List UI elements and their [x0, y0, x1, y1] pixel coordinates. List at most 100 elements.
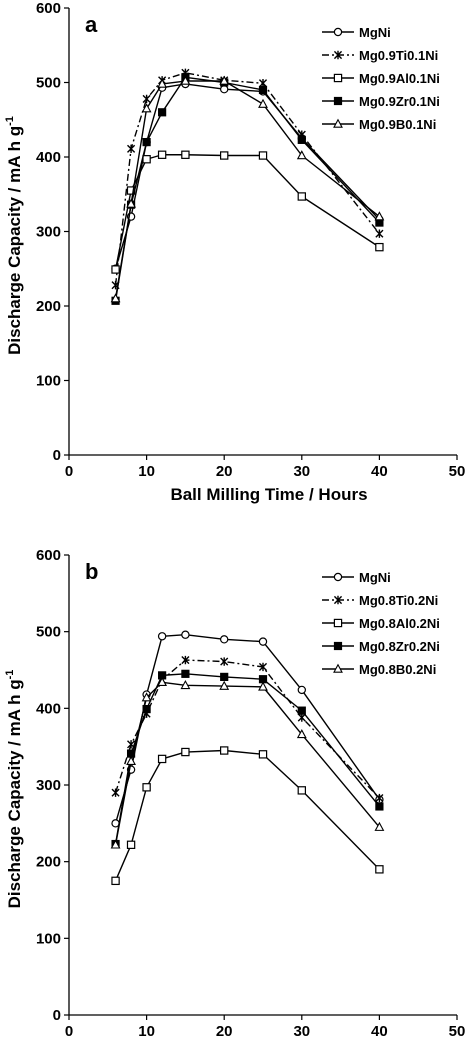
data-point: [258, 750, 268, 759]
y-tick-label: 300: [36, 777, 61, 794]
series-3: [111, 73, 384, 305]
data-point: [142, 138, 151, 147]
x-tick-label: 0: [65, 1023, 73, 1040]
legend-marker: [333, 641, 343, 651]
data-point: [181, 150, 190, 159]
legend-label: Mg0.8B0.2Ni: [359, 662, 436, 677]
series-3: [111, 669, 384, 849]
chart-panel-a: 0 100 200 300 400 500 600 0 10 20 30 40 50 Ball Milli…: [4, 0, 465, 504]
series-line: [114, 634, 380, 824]
data-point: [220, 151, 229, 160]
y-tick-label: 400: [36, 700, 61, 717]
data-point: [297, 685, 306, 695]
data-point: [111, 788, 120, 797]
data-point: [297, 192, 307, 201]
data-point: [375, 793, 384, 803]
y-tick-label: 200: [36, 298, 61, 315]
data-point: [219, 75, 230, 85]
data-point: [157, 676, 168, 687]
legend-marker: [333, 663, 343, 673]
y-axis-title-superscript: -1: [4, 116, 16, 126]
data-point: [180, 679, 191, 690]
data-point: [297, 706, 306, 715]
panel-label: a: [85, 12, 98, 37]
series-line: [114, 83, 380, 269]
panel-label: b: [85, 559, 98, 584]
series-line: [114, 673, 380, 845]
series-4: [110, 75, 385, 303]
data-point: [258, 662, 268, 672]
data-point: [374, 211, 385, 221]
legend-marker: [333, 618, 343, 628]
x-tick-label: 50: [449, 463, 466, 480]
legend-marker: [333, 96, 343, 106]
legend: MgNi Mg0.8Ti0.2Ni Mg0.8Al0.2Ni Mg0.8Zr0.2Ni…: [322, 570, 440, 677]
y-tick-label: 600: [36, 0, 61, 17]
legend-marker: [333, 50, 343, 60]
data-point: [258, 98, 268, 108]
data-point: [157, 150, 167, 159]
data-point: [258, 85, 268, 95]
x-tick-label: 50: [449, 1023, 466, 1040]
data-point: [111, 876, 120, 886]
series-0: [111, 630, 384, 828]
y-tick-label: 200: [36, 854, 61, 871]
legend-marker: [333, 118, 343, 128]
legend-label: Mg0.8Zr0.2Ni: [359, 639, 440, 654]
series-line: [114, 659, 380, 799]
data-point: [258, 681, 268, 691]
series-2: [111, 150, 384, 274]
data-point: [126, 755, 137, 765]
series-2: [111, 746, 384, 886]
data-point: [375, 242, 384, 252]
data-point: [158, 108, 167, 117]
series-1: [111, 68, 384, 290]
x-tick-label: 0: [65, 463, 73, 480]
y-tick-label: 600: [36, 547, 61, 564]
legend-label: MgNi: [359, 25, 391, 40]
legend-label: MgNi: [359, 570, 391, 585]
data-point: [219, 635, 229, 644]
data-point: [142, 94, 151, 104]
series-line: [114, 749, 380, 882]
data-point: [127, 144, 136, 154]
data-point: [180, 75, 191, 85]
data-point: [220, 657, 229, 666]
legend-marker: [333, 595, 343, 605]
y-axis-title: Discharge Capacity / mA h g-1: [4, 670, 24, 909]
y-tick-label: 0: [53, 447, 61, 464]
series-4: [110, 676, 385, 849]
data-point: [220, 746, 229, 755]
x-tick-label: 10: [138, 463, 155, 480]
data-point: [374, 821, 385, 831]
legend-marker: [333, 73, 343, 83]
legend: MgNi Mg0.9Ti0.1Ni Mg0.9Al0.1Ni Mg0.9Zr0.1Ni…: [322, 25, 440, 132]
y-tick-label: 500: [36, 75, 61, 92]
data-point: [375, 229, 384, 238]
y-tick-label: 400: [36, 149, 61, 166]
legend-label: Mg0.8Ti0.2Ni: [359, 593, 438, 608]
data-point: [181, 630, 190, 639]
legend-label: Mg0.9Ti0.1Ni: [359, 48, 438, 63]
data-point: [157, 632, 167, 641]
x-axis-title: Ball Milling Time / Hours: [170, 485, 367, 504]
data-point: [141, 692, 152, 702]
data-point: [142, 783, 151, 792]
x-tick-label: 20: [216, 463, 233, 480]
data-point: [297, 786, 307, 795]
data-point: [181, 669, 190, 678]
legend-marker: [333, 27, 343, 37]
data-point: [181, 655, 190, 665]
data-point: [297, 135, 306, 144]
legend-label: Mg0.8Al0.2Ni: [359, 616, 440, 631]
data-point: [219, 680, 230, 690]
x-tick-label: 30: [293, 463, 310, 480]
data-point: [141, 103, 152, 113]
data-point: [181, 747, 190, 757]
y-tick-label: 100: [36, 930, 61, 947]
y-tick-label: 0: [53, 1007, 61, 1024]
y-axis-title: Discharge Capacity / mA h g-1: [4, 116, 24, 355]
data-point: [142, 155, 151, 164]
y-tick-label: 300: [36, 224, 61, 241]
